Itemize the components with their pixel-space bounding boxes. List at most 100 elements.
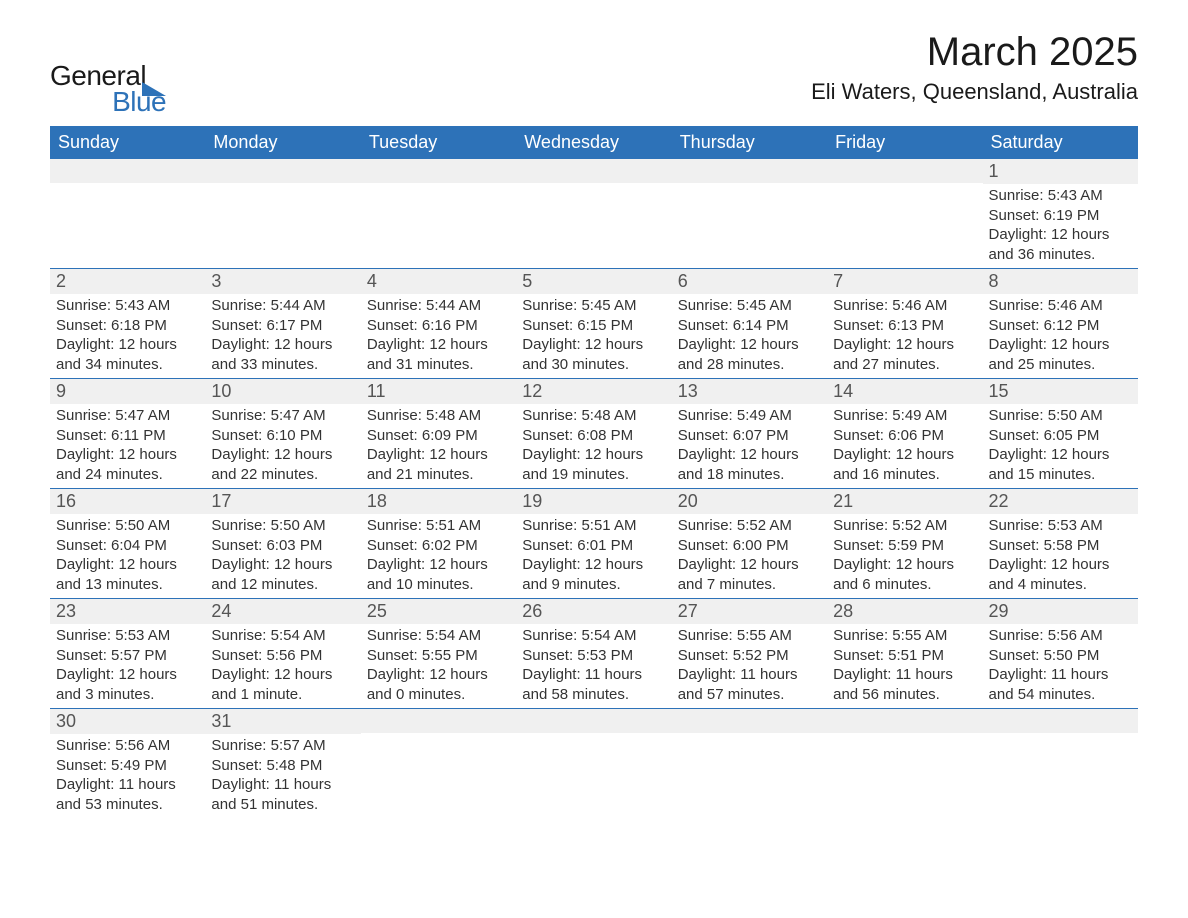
day-number: 31 bbox=[211, 711, 231, 731]
day-content: Sunrise: 5:56 AMSunset: 5:50 PMDaylight:… bbox=[983, 624, 1138, 708]
day-sunrise: Sunrise: 5:50 AM bbox=[56, 516, 199, 536]
day-content: Sunrise: 5:55 AMSunset: 5:51 PMDaylight:… bbox=[827, 624, 982, 708]
day-content: Sunrise: 5:54 AMSunset: 5:55 PMDaylight:… bbox=[361, 624, 516, 708]
day-cell bbox=[516, 709, 671, 818]
day-header: Wednesday bbox=[516, 126, 671, 159]
day-sunset: Sunset: 5:52 PM bbox=[678, 646, 821, 666]
day-cell: 18Sunrise: 5:51 AMSunset: 6:02 PMDayligh… bbox=[361, 489, 516, 598]
day-sunrise: Sunrise: 5:52 AM bbox=[678, 516, 821, 536]
day-sunrise: Sunrise: 5:49 AM bbox=[678, 406, 821, 426]
day-daylight2: and 7 minutes. bbox=[678, 575, 821, 595]
day-sunrise: Sunrise: 5:54 AM bbox=[367, 626, 510, 646]
day-number-row: 24 bbox=[205, 599, 360, 624]
day-cell: 29Sunrise: 5:56 AMSunset: 5:50 PMDayligh… bbox=[983, 599, 1138, 708]
day-daylight2: and 15 minutes. bbox=[989, 465, 1132, 485]
day-content: Sunrise: 5:45 AMSunset: 6:15 PMDaylight:… bbox=[516, 294, 671, 378]
day-daylight2: and 12 minutes. bbox=[211, 575, 354, 595]
day-sunset: Sunset: 6:06 PM bbox=[833, 426, 976, 446]
day-number: 6 bbox=[678, 271, 688, 291]
week-row: 1Sunrise: 5:43 AMSunset: 6:19 PMDaylight… bbox=[50, 159, 1138, 269]
day-daylight2: and 33 minutes. bbox=[211, 355, 354, 375]
day-daylight2: and 22 minutes. bbox=[211, 465, 354, 485]
day-content: Sunrise: 5:52 AMSunset: 5:59 PMDaylight:… bbox=[827, 514, 982, 598]
day-number-row bbox=[361, 159, 516, 183]
week-row: 2 Sunrise: 5:43 AMSunset: 6:18 PMDaylight… bbox=[50, 269, 1138, 379]
day-sunset: Sunset: 5:51 PM bbox=[833, 646, 976, 666]
day-daylight2: and 0 minutes. bbox=[367, 685, 510, 705]
day-number: 22 bbox=[989, 491, 1009, 511]
day-cell bbox=[672, 709, 827, 818]
day-sunrise: Sunrise: 5:53 AM bbox=[989, 516, 1132, 536]
day-sunset: Sunset: 6:03 PM bbox=[211, 536, 354, 556]
day-content: Sunrise: 5:48 AMSunset: 6:09 PMDaylight:… bbox=[361, 404, 516, 488]
day-sunrise: Sunrise: 5:49 AM bbox=[833, 406, 976, 426]
day-number: 24 bbox=[211, 601, 231, 621]
day-sunset: Sunset: 6:05 PM bbox=[989, 426, 1132, 446]
day-sunrise: Sunrise: 5:46 AM bbox=[833, 296, 976, 316]
day-daylight2: and 28 minutes. bbox=[678, 355, 821, 375]
day-sunset: Sunset: 6:16 PM bbox=[367, 316, 510, 336]
day-daylight2: and 21 minutes. bbox=[367, 465, 510, 485]
day-sunrise: Sunrise: 5:51 AM bbox=[367, 516, 510, 536]
day-sunset: Sunset: 6:04 PM bbox=[56, 536, 199, 556]
day-daylight1: Daylight: 12 hours bbox=[56, 445, 199, 465]
day-number: 14 bbox=[833, 381, 853, 401]
day-number-row: 12 bbox=[516, 379, 671, 404]
day-sunrise: Sunrise: 5:56 AM bbox=[989, 626, 1132, 646]
day-cell: 23Sunrise: 5:53 AMSunset: 5:57 PMDayligh… bbox=[50, 599, 205, 708]
day-sunrise: Sunrise: 5:50 AM bbox=[211, 516, 354, 536]
day-sunset: Sunset: 6:02 PM bbox=[367, 536, 510, 556]
day-cell: 2 Sunrise: 5:43 AMSunset: 6:18 PMDaylight… bbox=[50, 269, 205, 378]
day-daylight2: and 58 minutes. bbox=[522, 685, 665, 705]
day-cell bbox=[50, 159, 205, 268]
day-cell: 9Sunrise: 5:47 AMSunset: 6:11 PMDaylight… bbox=[50, 379, 205, 488]
day-content: Sunrise: 5:50 AMSunset: 6:03 PMDaylight:… bbox=[205, 514, 360, 598]
day-number: 7 bbox=[833, 271, 843, 291]
day-daylight2: and 3 minutes. bbox=[56, 685, 199, 705]
day-number: 27 bbox=[678, 601, 698, 621]
day-number-row: 10 bbox=[205, 379, 360, 404]
day-sunset: Sunset: 6:07 PM bbox=[678, 426, 821, 446]
day-cell: 6 Sunrise: 5:45 AMSunset: 6:14 PMDaylight… bbox=[672, 269, 827, 378]
day-number-row: 26 bbox=[516, 599, 671, 624]
day-daylight1: Daylight: 12 hours bbox=[211, 665, 354, 685]
day-sunset: Sunset: 5:48 PM bbox=[211, 756, 354, 776]
day-daylight2: and 25 minutes. bbox=[989, 355, 1132, 375]
day-number-row: 1 bbox=[983, 159, 1138, 184]
day-cell: 24Sunrise: 5:54 AMSunset: 5:56 PMDayligh… bbox=[205, 599, 360, 708]
day-daylight1: Daylight: 12 hours bbox=[367, 335, 510, 355]
day-content: Sunrise: 5:45 AMSunset: 6:14 PMDaylight:… bbox=[672, 294, 827, 378]
logo-triangle-icon bbox=[142, 71, 166, 85]
day-daylight1: Daylight: 12 hours bbox=[833, 555, 976, 575]
day-daylight1: Daylight: 11 hours bbox=[833, 665, 976, 685]
day-content: Sunrise: 5:43 AMSunset: 6:18 PMDaylight:… bbox=[50, 294, 205, 378]
day-number-row: 17 bbox=[205, 489, 360, 514]
header: General Blue March 2025 Eli Waters, Quee… bbox=[50, 30, 1138, 118]
day-daylight1: Daylight: 12 hours bbox=[367, 445, 510, 465]
day-sunset: Sunset: 5:58 PM bbox=[989, 536, 1132, 556]
day-number: 10 bbox=[211, 381, 231, 401]
day-cell: 31Sunrise: 5:57 AMSunset: 5:48 PMDayligh… bbox=[205, 709, 360, 818]
day-cell: 3Sunrise: 5:44 AMSunset: 6:17 PMDaylight… bbox=[205, 269, 360, 378]
day-number: 2 bbox=[56, 271, 66, 291]
day-number-row: 28 bbox=[827, 599, 982, 624]
day-sunset: Sunset: 6:18 PM bbox=[56, 316, 199, 336]
day-cell: 25Sunrise: 5:54 AMSunset: 5:55 PMDayligh… bbox=[361, 599, 516, 708]
day-number: 3 bbox=[211, 271, 221, 291]
day-daylight1: Daylight: 11 hours bbox=[989, 665, 1132, 685]
day-daylight2: and 18 minutes. bbox=[678, 465, 821, 485]
day-sunrise: Sunrise: 5:45 AM bbox=[678, 296, 821, 316]
day-sunrise: Sunrise: 5:55 AM bbox=[678, 626, 821, 646]
day-content: Sunrise: 5:47 AMSunset: 6:10 PMDaylight:… bbox=[205, 404, 360, 488]
day-number-row: 30 bbox=[50, 709, 205, 734]
day-number: 16 bbox=[56, 491, 76, 511]
day-daylight2: and 9 minutes. bbox=[522, 575, 665, 595]
day-cell bbox=[983, 709, 1138, 818]
day-daylight1: Daylight: 12 hours bbox=[989, 225, 1132, 245]
day-cell bbox=[827, 709, 982, 818]
day-cell: 17Sunrise: 5:50 AMSunset: 6:03 PMDayligh… bbox=[205, 489, 360, 598]
day-cell: 28Sunrise: 5:55 AMSunset: 5:51 PMDayligh… bbox=[827, 599, 982, 708]
day-daylight1: Daylight: 12 hours bbox=[522, 335, 665, 355]
day-cell: 20Sunrise: 5:52 AMSunset: 6:00 PMDayligh… bbox=[672, 489, 827, 598]
day-number-row bbox=[205, 159, 360, 183]
